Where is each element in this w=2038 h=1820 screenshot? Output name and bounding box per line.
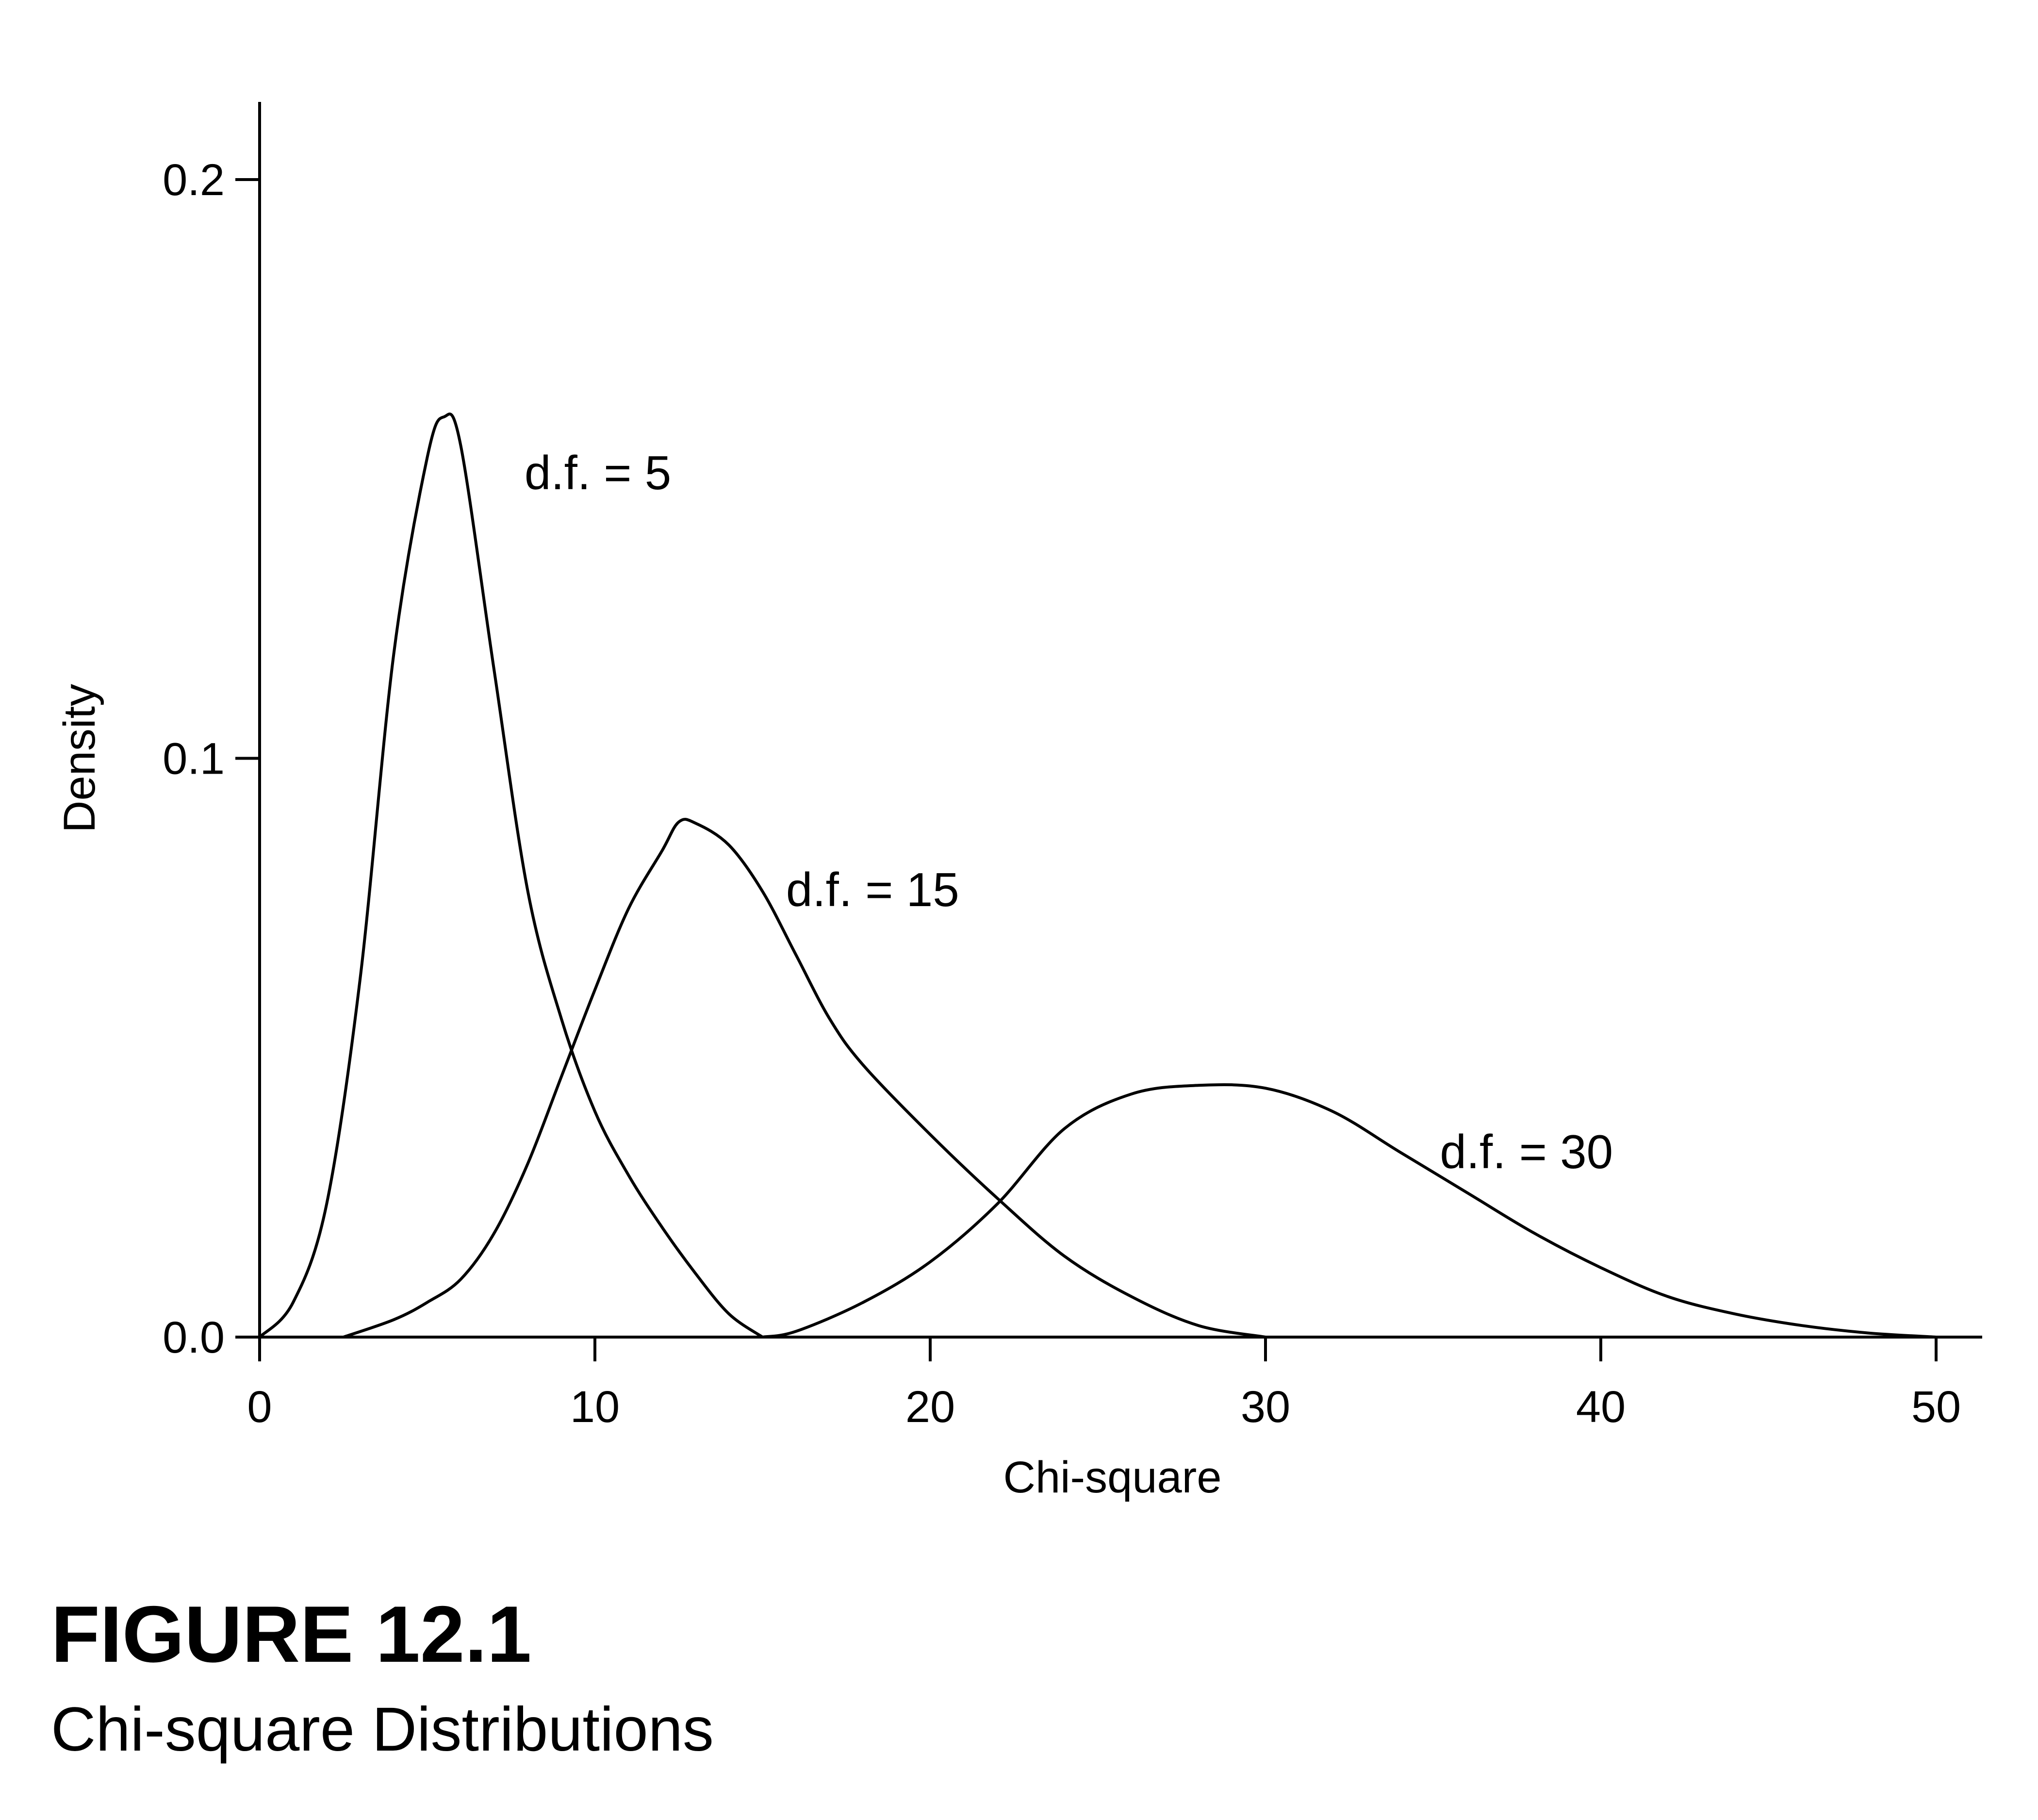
y-axis-label: Density [55, 684, 104, 833]
figure-number: FIGURE 12.1 [51, 1589, 532, 1679]
series-label-df-30: d.f. = 30 [1440, 1125, 1613, 1178]
series-label-df-15: d.f. = 15 [786, 863, 959, 916]
axes [258, 102, 1982, 1339]
x-tick-label: 50 [1911, 1382, 1961, 1432]
y-tick-label: 0.1 [163, 734, 225, 784]
y-tick-label: 0.2 [163, 155, 225, 205]
series-line-df-5 [258, 413, 764, 1339]
y-tick-label: 0.0 [163, 1313, 225, 1362]
x-tick-label: 10 [570, 1382, 620, 1432]
x-tick-label: 0 [247, 1382, 272, 1432]
x-ticks: 0 10 20 30 40 50 [247, 1337, 1961, 1432]
figure-caption: Chi-square Distributions [51, 1695, 714, 1764]
series-line-df-30 [761, 1083, 1938, 1339]
chi-square-chart: 0.00.10.2 0 10 20 30 40 50 d.f. = 5d.f. = 15d… [55, 102, 1982, 1502]
x-tick-label: 30 [1241, 1382, 1290, 1432]
series-labels: d.f. = 5 d.f. = 15 d.f. = 30 [525, 446, 1613, 1178]
y-ticks: 0.0 0.1 0.2 [163, 155, 260, 1362]
series-line-df-15 [342, 818, 1267, 1339]
series-label-df-5: d.f. = 5 [525, 446, 671, 499]
x-axis-label: Chi-square [1003, 1453, 1222, 1502]
x-tick-label: 40 [1576, 1382, 1626, 1432]
x-tick-label: 20 [905, 1382, 955, 1432]
series-lines [258, 413, 1938, 1339]
